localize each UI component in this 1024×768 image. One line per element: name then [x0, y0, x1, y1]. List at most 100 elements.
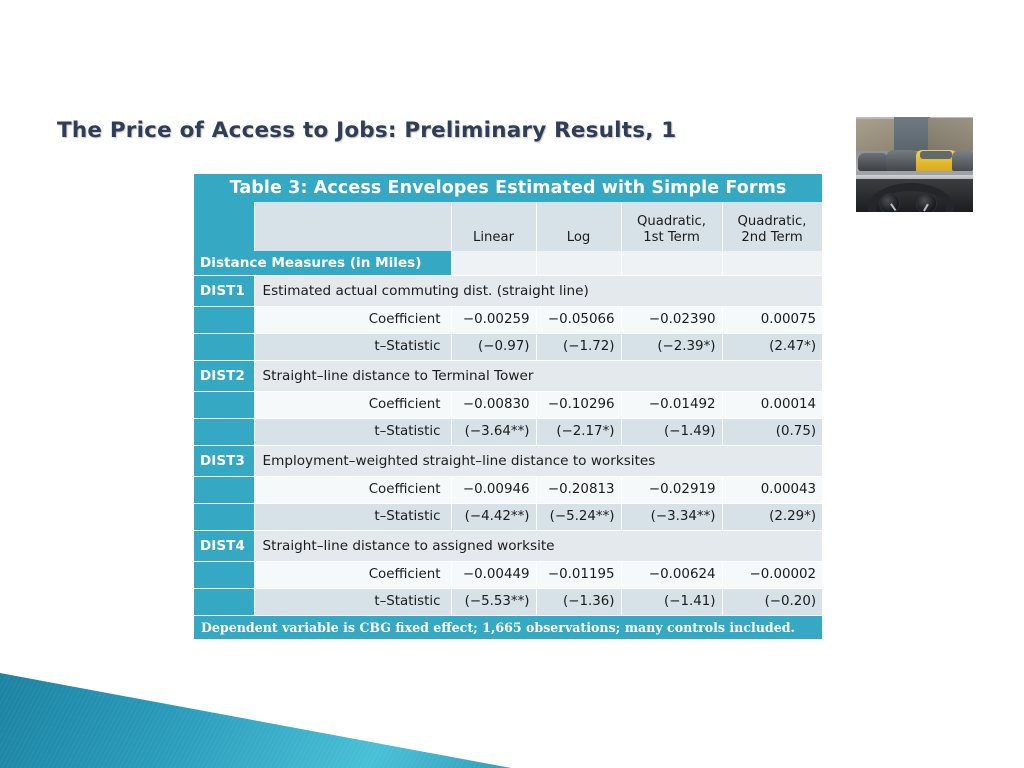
photo-kerb [856, 171, 973, 178]
cell-coef-3-linear: −0.00946 [451, 476, 537, 504]
photo-steering-wheel [868, 183, 954, 212]
cell-coef-3-quad1: −0.02919 [621, 476, 723, 504]
access-envelopes-table: Table 3: Access Envelopes Estimated with… [194, 174, 823, 639]
dist-description-4: Straight–line distance to assigned works… [254, 530, 823, 562]
cell-coef-3-log: −0.20813 [536, 476, 622, 504]
dist-description-3: Employment–weighted straight–line distan… [254, 445, 823, 477]
cell-tstat-2-quad2: (0.75) [722, 418, 823, 446]
page-title: The Price of Access to Jobs: Preliminary… [57, 118, 677, 143]
cell-tstat-1-quad2: (2.47*) [722, 333, 823, 361]
dist-description-2: Straight–line distance to Terminal Tower [254, 360, 823, 392]
dist-code-1: DIST1 [194, 275, 255, 307]
row-label-coefficient-1: Coefficient [254, 306, 452, 334]
table-column-header-row: Linear Log Quadratic, 1st Term Quadratic… [194, 202, 823, 251]
cell-coef-1-quad1: −0.02390 [621, 306, 723, 334]
row-label-tstatistic-1: t–Statistic [254, 333, 452, 361]
tstat-stub-2 [194, 418, 255, 446]
cell-tstat-1-linear: (−0.97) [451, 333, 537, 361]
corner-black-band [0, 676, 520, 768]
corner-teal-triangle [0, 671, 520, 768]
tstat-stub-4 [194, 588, 255, 616]
cell-tstat-3-linear: (−4.42**) [451, 503, 537, 531]
photo-car-yellow-window [920, 151, 952, 159]
table-row: DIST1 Estimated actual commuting dist. (… [194, 275, 823, 307]
photo-gauge-left [879, 193, 900, 212]
table-row: DIST4 Straight–line distance to assigned… [194, 530, 823, 562]
tstat-stub-3 [194, 503, 255, 531]
dist-code-3: DIST3 [194, 445, 255, 477]
photo-building-left [856, 119, 896, 153]
cell-coef-2-quad2: 0.00014 [722, 391, 823, 419]
cell-tstat-2-linear: (−3.64**) [451, 418, 537, 446]
photo-gauge-right-needle [922, 203, 928, 211]
section-empty-linear [451, 251, 537, 276]
table-row: Coefficient −0.00449 −0.01195 −0.00624 −… [194, 561, 823, 589]
table-caption-row: Table 3: Access Envelopes Estimated with… [194, 174, 823, 202]
column-header-log: Log [536, 202, 622, 251]
corner-sheen-overlay [0, 671, 520, 768]
table-row: DIST2 Straight–line distance to Terminal… [194, 360, 823, 392]
photo-gauge-left-needle [889, 203, 896, 211]
column-header-quadratic-1st-line1: Quadratic, [637, 214, 706, 229]
corner-light-band [0, 680, 520, 768]
row-label-tstatistic-4: t–Statistic [254, 588, 452, 616]
cell-coef-4-quad1: −0.00624 [621, 561, 723, 589]
row-label-tstatistic-2: t–Statistic [254, 418, 452, 446]
photo-car-yellow [916, 150, 958, 172]
table-row: Coefficient −0.00259 −0.05066 −0.02390 0… [194, 306, 823, 334]
column-header-quadratic-2nd: Quadratic, 2nd Term [722, 202, 823, 251]
row-label-coefficient-3: Coefficient [254, 476, 452, 504]
column-header-quadratic-1st-line2: 1st Term [643, 230, 700, 245]
column-header-stub [194, 202, 255, 251]
column-header-description [254, 202, 452, 251]
dist-code-2: DIST2 [194, 360, 255, 392]
cell-coef-2-log: −0.10296 [536, 391, 622, 419]
cell-tstat-3-log: (−5.24**) [536, 503, 622, 531]
section-empty-quad2 [722, 251, 823, 276]
table-footnote-row: Dependent variable is CBG fixed effect; … [194, 615, 823, 639]
cell-tstat-1-quad1: (−2.39*) [621, 333, 723, 361]
table-footnote: Dependent variable is CBG fixed effect; … [194, 615, 823, 639]
cell-tstat-1-log: (−1.72) [536, 333, 622, 361]
section-label-distance-measures: Distance Measures (in Miles) [194, 251, 451, 276]
section-empty-quad1 [621, 251, 723, 276]
column-header-linear: Linear [451, 202, 537, 251]
table-row: t–Statistic (−4.42**) (−5.24**) (−3.34**… [194, 503, 823, 531]
photo-gauge-right [916, 193, 937, 212]
column-header-quadratic-2nd-line1: Quadratic, [737, 214, 807, 229]
table-row: t–Statistic (−0.97) (−1.72) (−2.39*) (2.… [194, 333, 823, 361]
cell-coef-1-linear: −0.00259 [451, 306, 537, 334]
tstat-stub-1 [194, 333, 255, 361]
table-row: t–Statistic (−5.53**) (−1.36) (−1.41) (−… [194, 588, 823, 616]
dist-description-1: Estimated actual commuting dist. (straig… [254, 275, 823, 307]
dist-code-4: DIST4 [194, 530, 255, 562]
row-label-tstatistic-3: t–Statistic [254, 503, 452, 531]
section-empty-log [536, 251, 622, 276]
table-row: Coefficient −0.00946 −0.20813 −0.02919 0… [194, 476, 823, 504]
cell-coef-4-linear: −0.00449 [451, 561, 537, 589]
table-row: Coefficient −0.00830 −0.10296 −0.01492 0… [194, 391, 823, 419]
table-caption: Table 3: Access Envelopes Estimated with… [194, 174, 823, 202]
coef-stub-1 [194, 306, 255, 334]
row-label-coefficient-4: Coefficient [254, 561, 452, 589]
table-row: DIST3 Employment–weighted straight–line … [194, 445, 823, 477]
cell-coef-1-quad2: 0.00075 [722, 306, 823, 334]
coef-stub-4 [194, 561, 255, 589]
cell-coef-1-log: −0.05066 [536, 306, 622, 334]
photo-car-grey-1 [858, 153, 890, 171]
column-header-quadratic-2nd-line2: 2nd Term [741, 230, 803, 245]
cell-tstat-4-linear: (−5.53**) [451, 588, 537, 616]
photo-building-right [928, 118, 973, 154]
cell-coef-4-log: −0.01195 [536, 561, 622, 589]
column-header-quadratic-1st: Quadratic, 1st Term [621, 202, 723, 251]
table-row: t–Statistic (−3.64**) (−2.17*) (−1.49) (… [194, 418, 823, 446]
cell-tstat-2-quad1: (−1.49) [621, 418, 723, 446]
cell-tstat-4-quad1: (−1.41) [621, 588, 723, 616]
row-label-coefficient-2: Coefficient [254, 391, 452, 419]
photo-hood [856, 175, 973, 181]
table-section-row: Distance Measures (in Miles) [194, 251, 823, 276]
corner-decoration [0, 628, 520, 768]
cell-coef-4-quad2: −0.00002 [722, 561, 823, 589]
results-table-container: Table 3: Access Envelopes Estimated with… [194, 174, 823, 639]
